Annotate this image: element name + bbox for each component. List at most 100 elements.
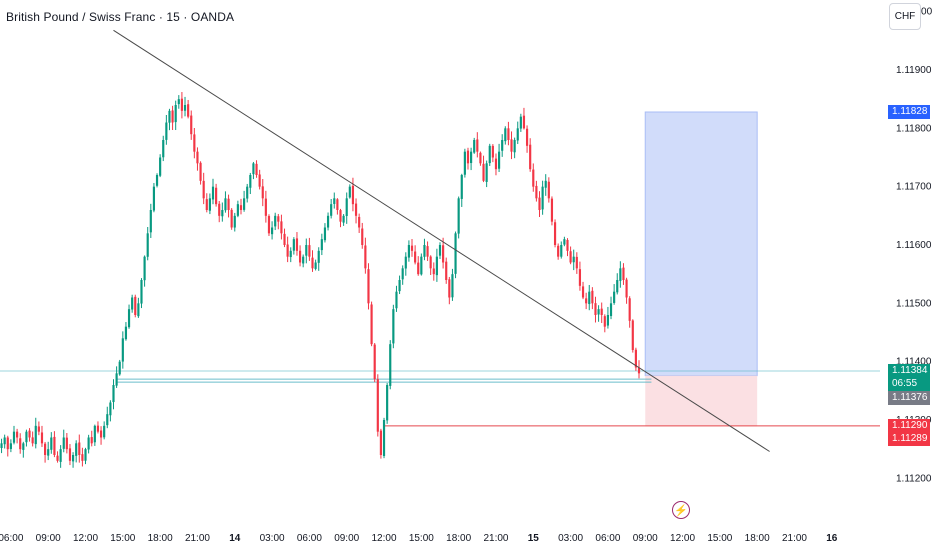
candle-body <box>267 216 271 234</box>
candle-body <box>364 245 367 269</box>
stop-zone[interactable] <box>645 375 758 427</box>
candle-body <box>202 180 205 199</box>
x-tick-label: 15:00 <box>110 533 135 544</box>
target-zone[interactable] <box>644 111 758 377</box>
stop-price-value-2: 1.11289 <box>892 432 928 444</box>
candle-body <box>544 180 547 188</box>
candle-body <box>277 216 280 222</box>
lightning-icon[interactable]: ⚡ <box>672 501 690 519</box>
candle-body <box>414 251 417 263</box>
candle-body <box>550 198 554 222</box>
target-price-badge: 1.11828 <box>888 105 930 119</box>
candle-body <box>9 443 12 449</box>
candle-body <box>252 163 255 175</box>
candle-body <box>320 239 323 251</box>
candle-body <box>382 420 386 456</box>
candle-body <box>56 455 59 461</box>
candle-body <box>289 250 292 258</box>
candle-body <box>211 186 215 200</box>
candle-body <box>149 210 152 233</box>
candle-body <box>59 449 62 462</box>
candle-body <box>603 316 606 327</box>
candle-body <box>298 250 302 263</box>
candle-body <box>224 198 227 211</box>
candle-body <box>124 326 128 340</box>
candle-body <box>109 402 112 416</box>
candle-body <box>143 256 146 281</box>
candle-body <box>249 175 252 188</box>
candle-body <box>398 280 401 292</box>
x-tick-label: 15:00 <box>409 533 434 544</box>
candle-body <box>535 185 538 199</box>
currency-button[interactable]: CHF <box>889 3 921 30</box>
candle-body <box>40 432 44 444</box>
candle-body <box>270 227 274 235</box>
candle-body <box>177 99 180 105</box>
candle-body <box>541 186 544 210</box>
candle-body <box>553 222 557 245</box>
candle-body <box>165 122 168 140</box>
candle-body <box>454 233 457 274</box>
trendline[interactable] <box>113 29 770 452</box>
candle-body <box>31 437 34 444</box>
candle-body <box>218 203 221 216</box>
candle-body <box>519 116 522 129</box>
candle-body <box>75 443 78 456</box>
candle-body <box>616 280 619 293</box>
candle-body <box>137 303 140 317</box>
candle-body <box>246 186 249 199</box>
candle-body <box>65 437 68 450</box>
candle-body <box>379 430 383 455</box>
candle-body <box>53 436 56 455</box>
candle-body <box>236 204 239 216</box>
x-tick-label: 12:00 <box>670 533 695 544</box>
candle-body <box>155 175 159 186</box>
candle-body <box>395 291 398 309</box>
candle-body <box>127 309 131 328</box>
candle-body <box>448 279 451 298</box>
symbol-title[interactable]: British Pound / Swiss Franc · 15 · OANDA <box>6 10 235 24</box>
candle-body <box>159 157 162 176</box>
candle-body <box>628 298 631 321</box>
candle-body <box>516 128 519 141</box>
candle-body <box>12 431 16 443</box>
candle-body <box>354 203 358 216</box>
candle-body <box>497 151 501 169</box>
candle-body <box>525 128 529 146</box>
candle-body <box>631 320 634 350</box>
candle-body <box>171 110 174 123</box>
candle-body <box>330 204 333 216</box>
candle-body <box>187 104 190 117</box>
x-tick-label: 15 <box>528 533 540 544</box>
time-axis[interactable] <box>0 525 880 550</box>
candle-body <box>336 199 339 210</box>
candle-body <box>168 110 171 123</box>
last-price-badge: 1.11384 06:55 <box>888 364 930 391</box>
candle-body <box>233 215 236 228</box>
candle-body <box>432 268 435 275</box>
candle-body <box>47 449 50 456</box>
candle-body <box>451 274 454 298</box>
x-tick-label: 06:00 <box>595 533 620 544</box>
candle-body <box>597 309 600 315</box>
candle-body <box>581 286 585 298</box>
candle-body <box>22 443 25 450</box>
candle-body <box>538 197 541 210</box>
y-tick-label: 1.11600 <box>896 240 932 251</box>
candle-body <box>426 246 429 257</box>
x-tick-label: 18:00 <box>446 533 471 544</box>
price-axis[interactable] <box>880 0 932 550</box>
candle-body <box>258 174 261 187</box>
x-tick-label: 18:00 <box>148 533 173 544</box>
candle-body <box>305 245 308 256</box>
candle-body <box>99 430 103 438</box>
x-tick-label: 21:00 <box>185 533 210 544</box>
x-tick-label: 03:00 <box>260 533 285 544</box>
candle-body <box>600 308 603 315</box>
candle-body <box>407 245 410 258</box>
candle-body <box>280 221 283 234</box>
x-tick-label: 09:00 <box>334 533 359 544</box>
x-tick-label: 21:00 <box>782 533 807 544</box>
